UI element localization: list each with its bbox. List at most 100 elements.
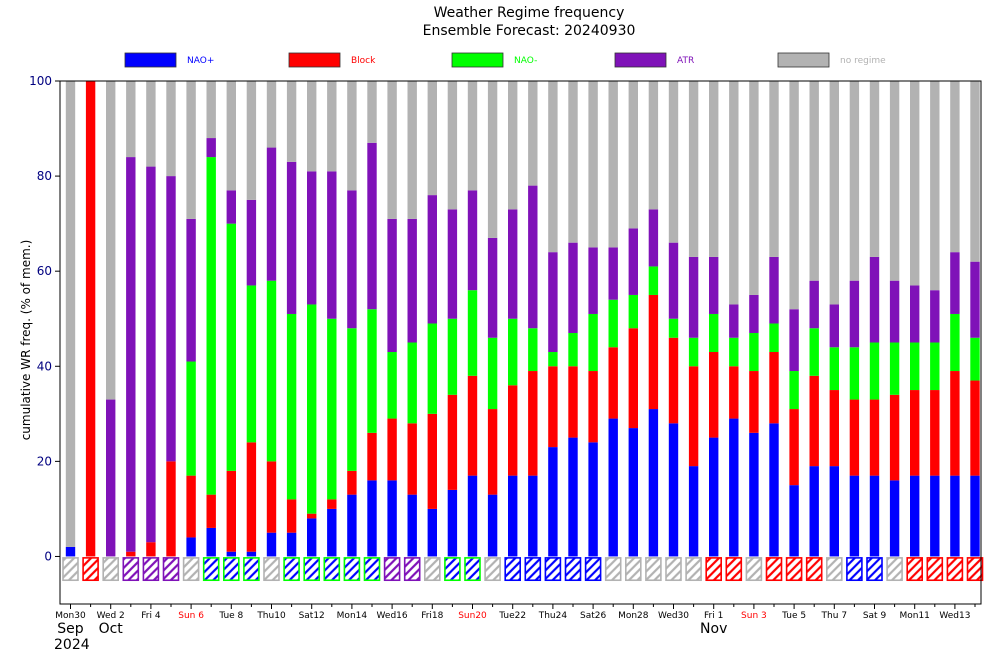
regime-box-no-regime bbox=[62, 557, 79, 582]
chart-subtitle: Ensemble Forecast: 20240930 bbox=[423, 23, 636, 39]
bar-segment-nao bbox=[347, 494, 357, 557]
bar-segment-block bbox=[668, 337, 679, 424]
regime-box-no-regime bbox=[825, 557, 843, 582]
bar-segment-atr bbox=[668, 242, 679, 319]
y-tick-label: 20 bbox=[37, 454, 52, 468]
bar-segment-block bbox=[930, 390, 940, 476]
bar-segment-atr bbox=[447, 209, 458, 319]
bar-segment-nao bbox=[709, 313, 719, 353]
x-tick-label: Sun 3 bbox=[741, 611, 767, 621]
bar-segment-nao bbox=[407, 342, 417, 424]
bar-stack bbox=[910, 81, 920, 557]
bar-segment-block bbox=[226, 470, 236, 552]
bar-segment-nao bbox=[568, 332, 578, 367]
bar-segment-nao bbox=[930, 475, 940, 557]
bar-segment-no-regime bbox=[729, 81, 739, 305]
regime-box-no-regime bbox=[624, 557, 642, 582]
bar-segment-nao bbox=[367, 480, 377, 557]
bar-segment-no-regime bbox=[910, 81, 920, 286]
regime-box-no-regime bbox=[182, 557, 200, 582]
regime-box-no-regime bbox=[263, 557, 280, 582]
bar-segment-block bbox=[387, 418, 397, 481]
bar-segment-block bbox=[266, 461, 277, 533]
bar-segment-nao bbox=[226, 551, 236, 557]
x-tick-label: Wed13 bbox=[939, 611, 970, 621]
bar-segment-no-regime bbox=[266, 81, 277, 148]
legend-item-nao: NAO+ bbox=[124, 52, 214, 68]
bar-segment-no-regime bbox=[166, 81, 176, 177]
x-tick-label: Thu10 bbox=[256, 611, 286, 621]
bar-stack bbox=[206, 81, 216, 557]
bar-segment-atr bbox=[628, 228, 638, 295]
bar-segment-nao bbox=[688, 466, 699, 557]
x-tick-label: Wed16 bbox=[377, 611, 408, 621]
legend-label-atr: ATR bbox=[677, 56, 694, 66]
bar-segment-atr bbox=[266, 147, 277, 281]
x-tick-label: Mon30 bbox=[55, 611, 86, 621]
bar-stack bbox=[387, 81, 397, 557]
bar-segment-nao bbox=[246, 285, 257, 443]
regime-box-no-regime bbox=[665, 557, 682, 582]
bar-segment-nao bbox=[528, 475, 538, 557]
bar-stack bbox=[709, 81, 719, 557]
bar-stack bbox=[508, 81, 518, 557]
bar-segment-no-regime bbox=[246, 81, 257, 200]
bar-segment-no-regime bbox=[186, 81, 196, 219]
regime-box-no-regime bbox=[645, 557, 662, 582]
bar-stack bbox=[407, 81, 417, 557]
bar-segment-nao bbox=[307, 518, 317, 557]
regime-box-block bbox=[705, 557, 723, 582]
bar-segment-no-regime bbox=[347, 81, 357, 191]
bar-segment-block bbox=[889, 394, 900, 481]
bar-stack bbox=[688, 81, 699, 557]
bar-segment-block bbox=[910, 390, 920, 476]
regime-box-block bbox=[946, 557, 964, 582]
regime-box-nao bbox=[283, 557, 300, 582]
bar-segment-no-regime bbox=[427, 81, 437, 196]
bar-segment-block bbox=[789, 409, 799, 486]
bar-segment-block bbox=[528, 371, 538, 476]
bar-stack bbox=[608, 81, 618, 557]
bar-stack bbox=[769, 81, 779, 557]
regime-box-nao bbox=[343, 557, 361, 582]
bar-segment-atr bbox=[286, 161, 297, 314]
bar-stack bbox=[307, 81, 317, 557]
bar-segment-no-regime bbox=[367, 81, 377, 143]
bar-segment-atr bbox=[809, 280, 819, 329]
regime-box-block bbox=[725, 557, 743, 582]
bar-segment-block bbox=[970, 380, 980, 476]
x-tick-label: Fri 1 bbox=[704, 611, 723, 621]
bar-segment-nao bbox=[226, 223, 236, 471]
regime-box-nao bbox=[323, 557, 341, 582]
bar-segment-nao bbox=[206, 527, 216, 557]
bar-segment-atr bbox=[126, 157, 136, 552]
regime-box-nao bbox=[464, 557, 481, 582]
bar-segment-block bbox=[286, 499, 297, 533]
bar-segment-nao bbox=[849, 475, 860, 557]
bar-stack bbox=[950, 81, 960, 557]
regime-box-atr bbox=[383, 557, 401, 582]
axes bbox=[59, 80, 982, 605]
bar-segment-atr bbox=[608, 247, 618, 300]
bar-stack bbox=[85, 81, 96, 557]
bar-segment-no-regime bbox=[528, 81, 538, 186]
bar-segment-atr bbox=[910, 285, 920, 343]
bar-segment-atr bbox=[427, 195, 437, 324]
bar-segment-block bbox=[849, 399, 860, 476]
bar-segment-block bbox=[206, 494, 216, 528]
bar-segment-nao bbox=[487, 494, 498, 557]
legend-item-atr: ATR bbox=[614, 52, 694, 68]
bar-segment-block bbox=[166, 461, 176, 557]
bar-segment-atr bbox=[106, 399, 116, 557]
bar-segment-atr bbox=[568, 242, 578, 333]
x-tick-label: Fri18 bbox=[421, 611, 443, 621]
bar-segment-no-regime bbox=[447, 81, 458, 210]
bar-segment-nao bbox=[749, 332, 759, 372]
y-ticks: 0 20 40 60 80 100 bbox=[29, 74, 60, 563]
bar-segment-nao bbox=[387, 352, 397, 419]
regime-box-nao bbox=[544, 557, 562, 582]
bar-segment-nao bbox=[970, 475, 980, 557]
bar-segment-no-regime bbox=[65, 81, 76, 547]
bar-segment-block bbox=[367, 432, 377, 481]
month-label: Nov bbox=[700, 621, 727, 637]
